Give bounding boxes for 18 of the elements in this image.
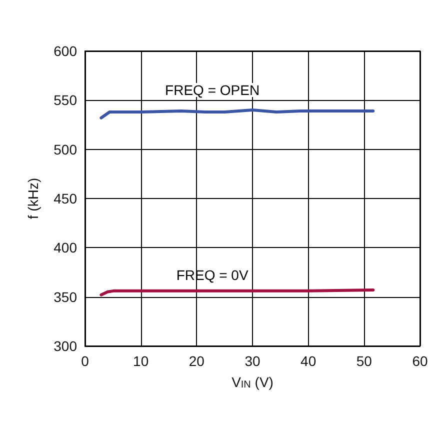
y-tick-label: 550	[54, 92, 78, 108]
x-tick-label: 60	[412, 353, 428, 369]
line-series	[100, 108, 375, 120]
x-tick-label: 30	[244, 353, 260, 369]
x-tick-label: 40	[300, 353, 316, 369]
y-tick-label: 500	[54, 141, 78, 158]
annotation: FREQ = OPEN	[165, 82, 260, 98]
y-tick-label: 450	[54, 190, 78, 206]
y-axis-title: f (kHz)	[25, 178, 41, 220]
y-tick-label: 350	[54, 288, 78, 305]
x-tick-label: 50	[356, 353, 372, 369]
y-tick-label: 300	[54, 338, 78, 354]
x-tick-label: 0	[81, 353, 90, 369]
x-tick-label: 10	[133, 353, 149, 369]
x-tick-label: 20	[188, 353, 205, 369]
y-tick-label: 400	[54, 240, 78, 256]
x-axis-title: VIN (V)	[232, 374, 274, 390]
y-tick-label: 600	[54, 43, 78, 59]
